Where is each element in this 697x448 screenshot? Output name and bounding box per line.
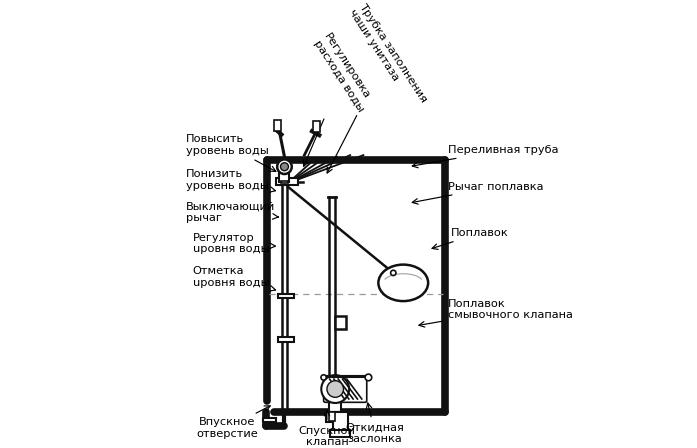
Bar — [335, 316, 346, 329]
Circle shape — [277, 159, 292, 174]
Text: Регулятор
uровня воды: Регулятор uровня воды — [192, 233, 275, 254]
Text: Поплавок: Поплавок — [432, 228, 509, 250]
Circle shape — [321, 375, 326, 380]
Bar — [329, 386, 342, 412]
Circle shape — [327, 381, 344, 397]
Bar — [263, 418, 276, 422]
Bar — [326, 412, 344, 422]
Bar — [274, 120, 282, 131]
Bar — [330, 430, 350, 437]
FancyBboxPatch shape — [323, 376, 367, 402]
Bar — [279, 294, 293, 298]
Circle shape — [280, 163, 289, 171]
Bar — [281, 181, 288, 183]
Text: Регулировка
расхода воды: Регулировка расхода воды — [303, 32, 376, 166]
Text: Выключающий
рычаг: Выключающий рычаг — [186, 202, 278, 223]
Text: Откидная
заслонка: Откидная заслонка — [346, 403, 404, 444]
Circle shape — [365, 374, 372, 381]
Bar — [276, 178, 298, 185]
Text: Рычаг поплавка: Рычаг поплавка — [412, 181, 544, 204]
Bar — [313, 121, 320, 132]
Text: Впускное
отверстие: Впускное отверстие — [197, 406, 270, 439]
Circle shape — [321, 375, 349, 403]
Text: Поплавок
смывочного клапана: Поплавок смывочного клапана — [419, 299, 573, 327]
Text: Отметка
uровня воды: Отметка uровня воды — [192, 266, 275, 291]
Bar — [333, 412, 348, 431]
Bar — [279, 172, 289, 181]
Text: Понизить
уровень воды: Понизить уровень воды — [186, 169, 275, 192]
Text: Трубка заполнения
чаши унитаза: Трубка заполнения чаши унитаза — [327, 1, 428, 173]
Circle shape — [390, 270, 396, 276]
Bar — [279, 336, 293, 342]
Bar — [329, 412, 335, 421]
Text: Переливная труба: Переливная труба — [412, 145, 558, 168]
Ellipse shape — [378, 265, 428, 301]
Text: Спускной
клапан: Спускной клапан — [298, 410, 355, 447]
Text: Повысить
уровень воды: Повысить уровень воды — [186, 134, 276, 172]
